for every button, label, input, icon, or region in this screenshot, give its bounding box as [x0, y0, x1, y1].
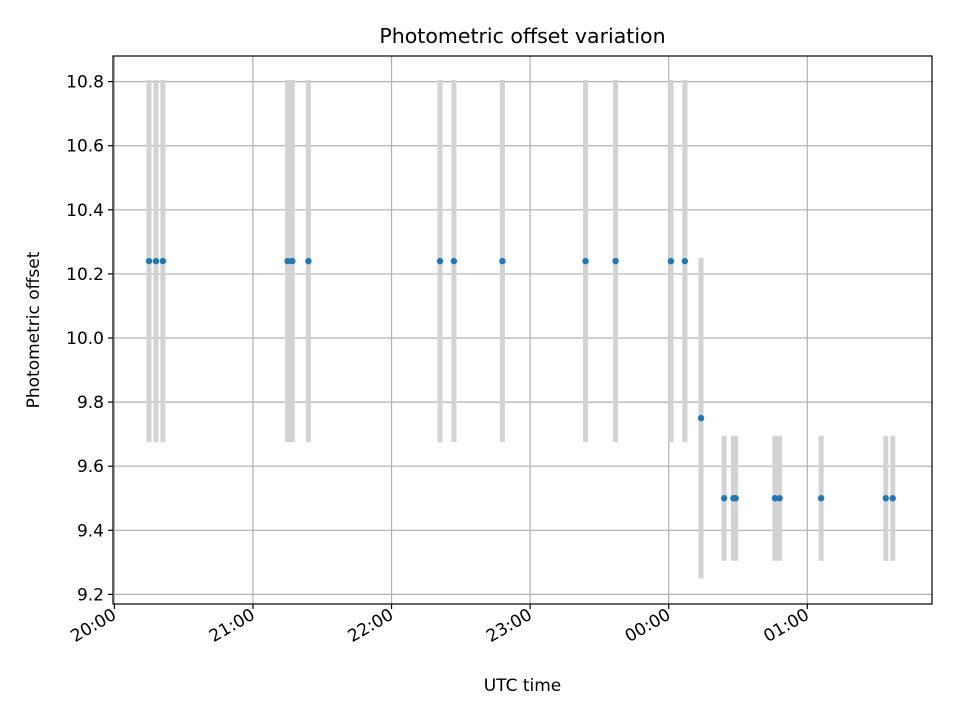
y-tick-label: 10.2 [66, 265, 104, 285]
y-tick-label: 9.2 [77, 585, 104, 605]
y-axis-label: Photometric offset [24, 251, 44, 408]
y-tick-label: 10.0 [66, 329, 104, 349]
data-point [817, 495, 825, 502]
data-point [771, 495, 779, 502]
data-point [289, 257, 296, 265]
data-point [284, 257, 291, 265]
y-tick-label: 9.8 [77, 393, 104, 413]
data-point [499, 257, 506, 265]
data-point [732, 495, 739, 502]
data-point [305, 257, 312, 265]
data-point [720, 495, 728, 502]
data-point [667, 257, 675, 265]
data-point [882, 495, 890, 502]
y-tick-label: 10.8 [66, 73, 104, 93]
x-axis-label: UTC time [484, 676, 562, 696]
data-point [582, 257, 589, 265]
data-point [697, 414, 705, 422]
y-tick-label: 9.6 [77, 457, 104, 477]
y-tick-label: 9.4 [77, 521, 104, 541]
data-point [436, 257, 444, 265]
data-point [612, 257, 619, 265]
data-point [159, 257, 167, 265]
data-point [681, 257, 689, 265]
y-tick-label: 10.4 [66, 201, 104, 221]
point-layer [145, 257, 896, 502]
plot-frame [112, 55, 933, 605]
data-point [145, 257, 153, 265]
chart-title: Photometric offset variation [379, 24, 665, 48]
data-point [152, 257, 160, 265]
y-tick-label: 10.6 [66, 137, 104, 157]
data-point [776, 495, 783, 502]
data-point [889, 495, 896, 502]
y-axis: 9.2 9.4 9.6 9.8 10.0 10.2 10.4 10.6 10.8 [66, 73, 113, 605]
data-point [450, 257, 458, 265]
